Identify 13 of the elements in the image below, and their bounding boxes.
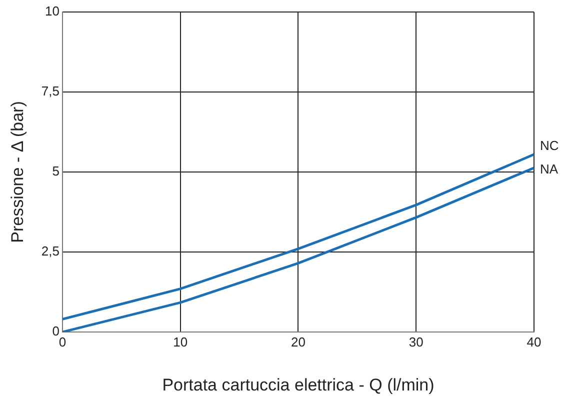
y-tick-label: 7,5: [41, 84, 60, 99]
y-tick-label: 5: [52, 164, 60, 179]
y-tick-label: 2,5: [41, 244, 60, 259]
series-label: NA: [540, 161, 558, 176]
y-axis-title: Pressione - Δ (bar): [8, 101, 27, 243]
x-tick-label: 30: [408, 334, 424, 350]
x-tick-label: 10: [173, 334, 188, 350]
x-tick-label: 40: [526, 334, 542, 350]
y-tick-label: 10: [45, 4, 60, 19]
x-tick-label: 20: [291, 334, 306, 350]
series-label: NC: [540, 138, 559, 153]
y-tick-label: 0: [52, 324, 60, 339]
x-axis-title: Portata cartuccia elettrica - Q (l/min): [162, 375, 434, 394]
